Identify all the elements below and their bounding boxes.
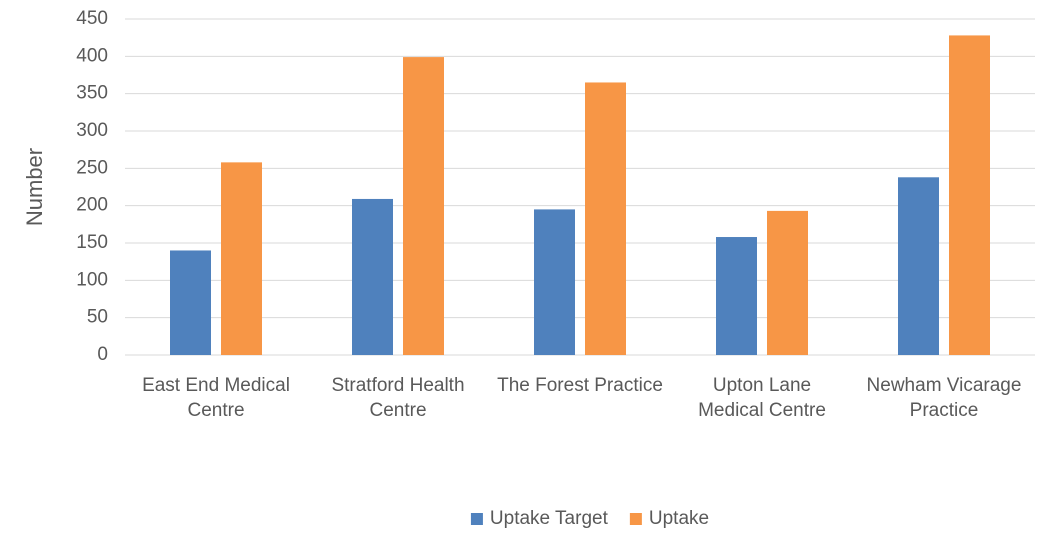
y-tick-label: 350 (76, 83, 108, 104)
bar (352, 198, 393, 355)
bar (221, 162, 262, 355)
x-tick-label-line: Practice (910, 400, 979, 421)
x-tick-label: Upton Lane Medical Centre (698, 375, 826, 421)
bar (534, 209, 575, 355)
y-tick-label: 250 (76, 157, 108, 178)
x-tick-label-line: Upton Lane (713, 375, 811, 396)
x-tick-label: Stratford Health Centre (331, 375, 464, 421)
bar (716, 237, 757, 355)
legend-item: Uptake Target (470, 508, 609, 529)
legend-swatch (470, 513, 483, 525)
y-tick-label: 300 (76, 120, 108, 141)
x-tick-label: East End Medical Centre (142, 375, 290, 421)
legend-label: Uptake (649, 508, 709, 529)
x-tick-label-line: Newham Vicarage (867, 375, 1022, 396)
y-tick-label: 100 (76, 269, 108, 290)
x-tick-label-line: Medical Centre (698, 400, 826, 421)
bar (403, 57, 444, 356)
bar (585, 82, 626, 355)
y-tick-label: 0 (97, 344, 108, 365)
x-tick-label-line: Centre (187, 400, 244, 421)
legend-swatch (629, 513, 642, 525)
y-tick-label: 200 (76, 195, 108, 216)
y-tick-label: 450 (76, 8, 108, 29)
y-tick-label: 150 (76, 232, 108, 253)
y-axis-label: Number (22, 148, 47, 226)
x-tick-label-line: Centre (369, 400, 426, 421)
bar (767, 210, 808, 355)
bar (170, 250, 211, 355)
x-tick-label-line: East End Medical (142, 375, 290, 396)
bar (898, 177, 939, 355)
bar (949, 35, 990, 355)
x-tick-label: Newham Vicarage Practice (867, 375, 1022, 421)
legend-label: Uptake Target (490, 508, 609, 529)
legend-item: Uptake (629, 508, 709, 529)
y-tick-label: 50 (87, 307, 108, 328)
x-tick-label-line: The Forest Practice (497, 375, 663, 396)
x-tick-label-line: Stratford Health (331, 375, 464, 396)
y-tick-label: 400 (76, 45, 108, 66)
x-tick-label: The Forest Practice (497, 375, 663, 396)
